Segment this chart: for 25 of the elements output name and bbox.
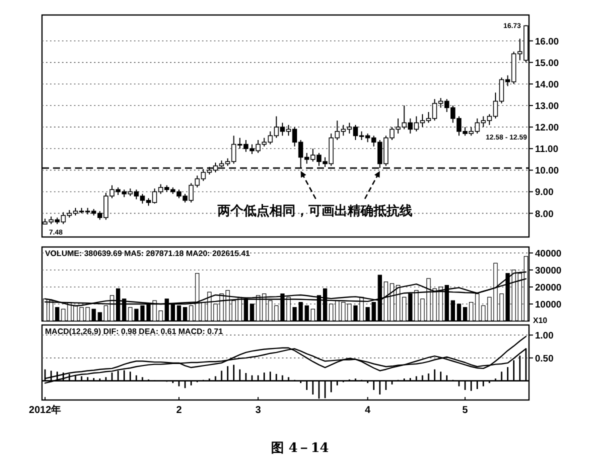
x-tick-label: 2012年: [28, 404, 62, 416]
y-tick-label: 14.00: [535, 79, 559, 90]
y-tick-label: 15.00: [535, 58, 559, 69]
y-tick-label: 16.00: [535, 36, 559, 48]
annotation: VOLUME: 380639.69 MA5: 287871.18 MA20: 202615.41: [45, 249, 251, 258]
y-tick-label: 20000: [535, 282, 562, 294]
y-tick-label: 40000: [535, 248, 562, 260]
x-tick-label: 4: [364, 405, 371, 416]
y-tick-label: 10.00: [535, 166, 559, 177]
annotation: 两个低点相同，可画出精确抵抗线: [216, 202, 412, 219]
text: X10: [533, 316, 548, 325]
y-tick-label: 1.00: [535, 330, 554, 342]
annotation: MACD(12,26,9) DIF: 0.98 DEA: 0.61 MACD: 0.71: [45, 327, 224, 336]
y-tick-label: 12.00: [535, 122, 559, 134]
y-tick-label: 13.00: [535, 101, 559, 112]
y-tick-label: 11.00: [535, 144, 558, 156]
x-tick-label: 3: [255, 405, 262, 416]
y-tick-label: 10000: [535, 299, 562, 310]
x-tick-label: 5: [462, 405, 468, 416]
y-tick-label: 0.50: [535, 353, 554, 364]
y-tick-label: 8.00: [535, 208, 554, 220]
x-tick-label: 2: [176, 405, 182, 416]
caption: 图 4－14: [271, 441, 329, 456]
y-tick-label: 9.00: [535, 187, 554, 198]
y-tick-label: 30000: [535, 265, 562, 276]
